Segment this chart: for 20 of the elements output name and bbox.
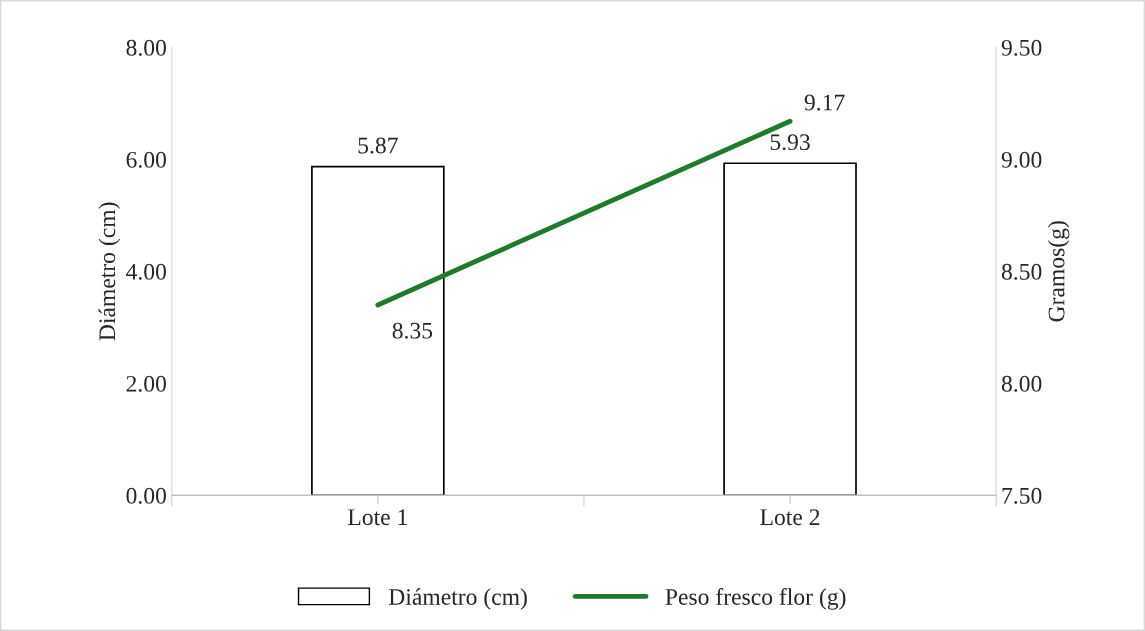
y2-tick-label: 8.00 [1001, 375, 1042, 392]
y-axis-title: Diámetro (cm) [98, 202, 121, 341]
y2-tick-label: 8.50 [1001, 263, 1042, 280]
legend-label: Diámetro (cm) [388, 588, 527, 610]
y-tick-label: 0.00 [126, 487, 166, 504]
y2-tick-label: 9.50 [1001, 39, 1042, 56]
data-label: 9.17 [804, 94, 845, 111]
y2-tick-label: 9.00 [1001, 151, 1042, 168]
y-tick-label: 4.00 [126, 263, 166, 280]
legend-label: Peso fresco flor (g) [665, 588, 846, 610]
y-tick-label: 6.00 [126, 151, 166, 168]
y-tick-label: 2.00 [126, 375, 166, 392]
data-label: 8.35 [392, 322, 433, 339]
y-tick-label: 8.00 [126, 39, 166, 56]
data-label: 5.93 [770, 134, 810, 151]
data-label: 5.87 [358, 137, 398, 154]
x-tick-label: Lote 2 [760, 509, 820, 526]
y2-tick-label: 7.50 [1002, 487, 1042, 504]
x-tick-label: Lote 1 [348, 509, 407, 526]
y2-axis-title: Gramos(g) [1047, 221, 1070, 322]
